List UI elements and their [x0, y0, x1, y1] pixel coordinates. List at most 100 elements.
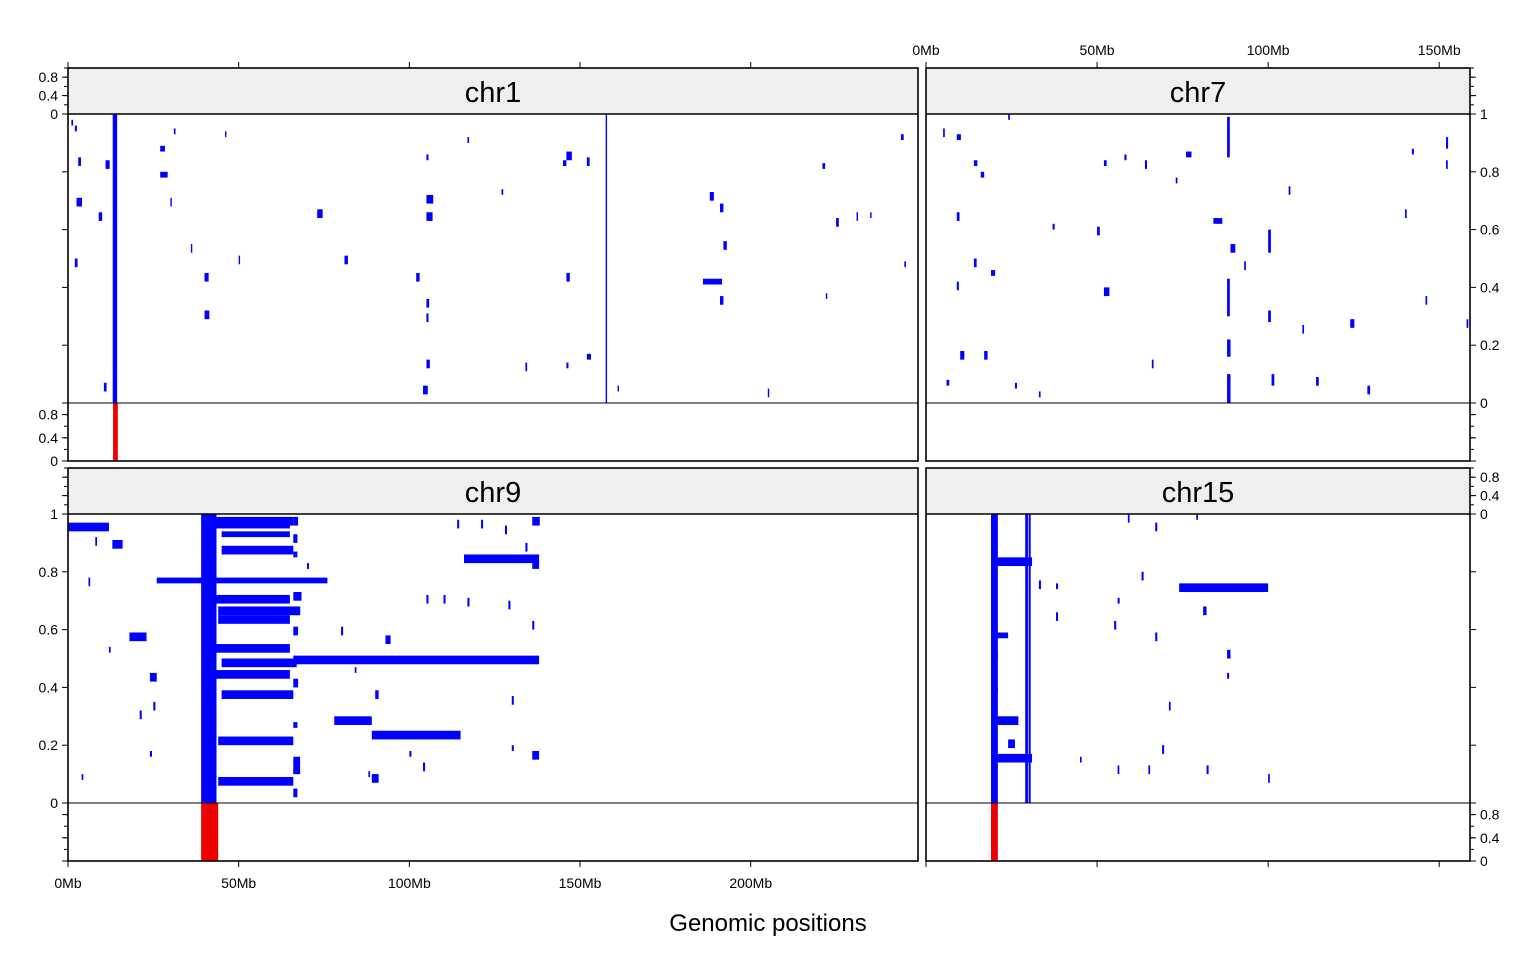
segment-chr7-33: [943, 128, 945, 138]
right-main-axis-row1-tick-label-2: 0.4: [1480, 279, 1500, 295]
segment-chr9-55: [532, 620, 535, 630]
segment-chr9-59: [139, 710, 142, 720]
axes-layer: 0 0.4 0.8 0 0.4 0.8 0 0.2 0.4 0.6 0.8 1 0 0.2 0.4 0.6 0.…: [39, 42, 1500, 891]
segment-chr9-13: [214, 644, 290, 653]
segment-chr1-9: [74, 258, 78, 268]
segment-chr1-49: [825, 293, 828, 299]
segment-chr1-38: [173, 128, 176, 135]
segment-chr9-43: [409, 750, 412, 757]
segment-chr9-37: [293, 516, 299, 526]
segment-chr7-12: [1097, 226, 1100, 236]
segment-chr1-31: [720, 203, 724, 213]
segment-chr7-21: [1230, 244, 1236, 253]
segment-chr7-2: [980, 171, 985, 178]
segment-chr9-21: [218, 776, 294, 786]
segment-chr1-44: [467, 137, 470, 143]
segment-chr7-28: [1316, 376, 1319, 386]
segment-chr1-27: [586, 353, 591, 360]
segment-chr15-18: [1141, 571, 1144, 581]
strip-chr9: [68, 468, 918, 514]
segment-chr1-40: [190, 244, 193, 253]
segment-chr15-24: [1079, 756, 1082, 763]
right-strip-axis-row2-tick-label-1: 0.4: [1480, 488, 1500, 504]
segment-chr1-20: [426, 313, 429, 323]
panel-title-chr7: chr7: [1170, 77, 1226, 109]
segment-chr7-24: [1268, 229, 1271, 253]
frequency-bar-chr15-0: [991, 803, 998, 861]
segment-chr7-38: [1244, 261, 1246, 271]
segment-chr15-28: [1268, 774, 1270, 783]
segment-chr9-54: [467, 597, 470, 607]
segment-chr9-9: [221, 545, 294, 555]
segment-chr15-2: [1028, 514, 1031, 803]
segment-chr9-10: [214, 594, 290, 604]
segment-chr7-34: [1008, 114, 1010, 120]
segment-chr7-14: [1103, 160, 1107, 167]
segment-chr1-30: [709, 192, 714, 201]
segment-chr9-60: [153, 701, 156, 711]
segment-chr9-2: [156, 577, 328, 584]
segment-chr9-50: [511, 745, 514, 751]
segment-chr7-8: [984, 350, 988, 360]
segment-chr7-30: [1411, 148, 1414, 155]
segment-chr1-12: [204, 310, 210, 320]
segment-chr1-18: [416, 272, 420, 282]
segment-chr1-23: [566, 151, 572, 161]
top-x-axis-right-tick-label-1: 50Mb: [1080, 42, 1115, 58]
segment-chr7-42: [1425, 296, 1428, 305]
segment-chr1-15: [426, 154, 429, 161]
segment-chr7-6: [956, 281, 959, 291]
segment-chr9-62: [81, 774, 84, 780]
segment-chr1-34: [822, 163, 826, 169]
segment-chr15-21: [1162, 745, 1165, 754]
segment-chr1-43: [605, 114, 608, 403]
segment-chr15-25: [1117, 765, 1120, 775]
segment-chr9-39: [293, 768, 298, 775]
segment-chr1-11: [204, 272, 209, 282]
segment-chr9-1: [112, 540, 123, 549]
segment-chr15-14: [1056, 583, 1059, 590]
right-strip-axis-row2-tick-label-0: 0: [1480, 506, 1488, 522]
segment-chr9-18: [334, 716, 372, 725]
segment-chr7-37: [1175, 177, 1178, 184]
left-freq-axis-row1-tick-label-1: 0.4: [39, 430, 59, 446]
segment-chr7-20: [1227, 339, 1231, 357]
segment-chr1-39: [225, 131, 227, 138]
segment-chr1-1: [112, 114, 116, 403]
segment-chr1-28: [566, 362, 569, 369]
segment-chr9-35: [293, 534, 298, 543]
segment-marks-layer: [68, 114, 1469, 861]
segment-chr15-26: [1148, 765, 1151, 775]
segment-chr1-50: [856, 212, 858, 221]
segment-chr9-17: [221, 690, 294, 699]
plot-area-chr1: [68, 114, 918, 461]
segment-chr7-27: [1350, 319, 1355, 328]
segment-chr9-7: [204, 522, 290, 529]
segment-chr15-22: [1206, 765, 1209, 775]
segment-chr9-30: [293, 592, 302, 601]
segment-chr9-12: [218, 615, 290, 624]
segment-chr7-26: [1271, 374, 1275, 386]
left-freq-axis-row1-tick-label-0: 0: [50, 453, 58, 469]
segment-chr9-56: [95, 537, 98, 546]
panel-frames-layer: chr1 chr7 chr9 chr15: [67, 67, 1471, 862]
segment-chr9-25: [532, 750, 540, 760]
left-freq-axis-row1-tick-label-2: 0.8: [39, 407, 59, 423]
top-x-axis-right-tick-label-3: 150Mb: [1418, 42, 1461, 58]
segment-chr7-13: [1103, 287, 1110, 297]
segment-chr15-17: [1117, 597, 1120, 604]
segment-chr1-13: [317, 209, 323, 219]
segment-chr9-31: [293, 606, 301, 616]
strip-chr7: [926, 68, 1470, 114]
segment-chr7-31: [1446, 137, 1449, 149]
segment-chr1-6: [160, 145, 165, 152]
segment-chr1-26: [566, 272, 570, 282]
left-main-axis-row2-tick-label-3: 0.6: [39, 622, 59, 638]
segment-chr1-22: [423, 385, 428, 395]
segment-chr7-11: [1052, 223, 1055, 230]
segment-chr9-58: [108, 646, 111, 653]
segment-chr1-37: [71, 119, 74, 126]
segment-chr9-52: [426, 594, 429, 604]
segment-chr7-5: [991, 270, 996, 276]
